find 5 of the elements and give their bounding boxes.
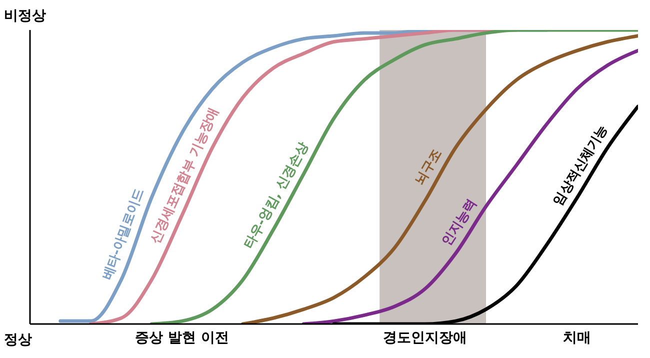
text: 정상: [4, 332, 32, 348]
x-tick-label: 증상 발현 이전: [135, 330, 229, 346]
text: 비정상: [4, 8, 46, 24]
x-tick-label: 치매: [563, 330, 592, 346]
x-tick-label: 경도인지장애: [383, 330, 468, 346]
